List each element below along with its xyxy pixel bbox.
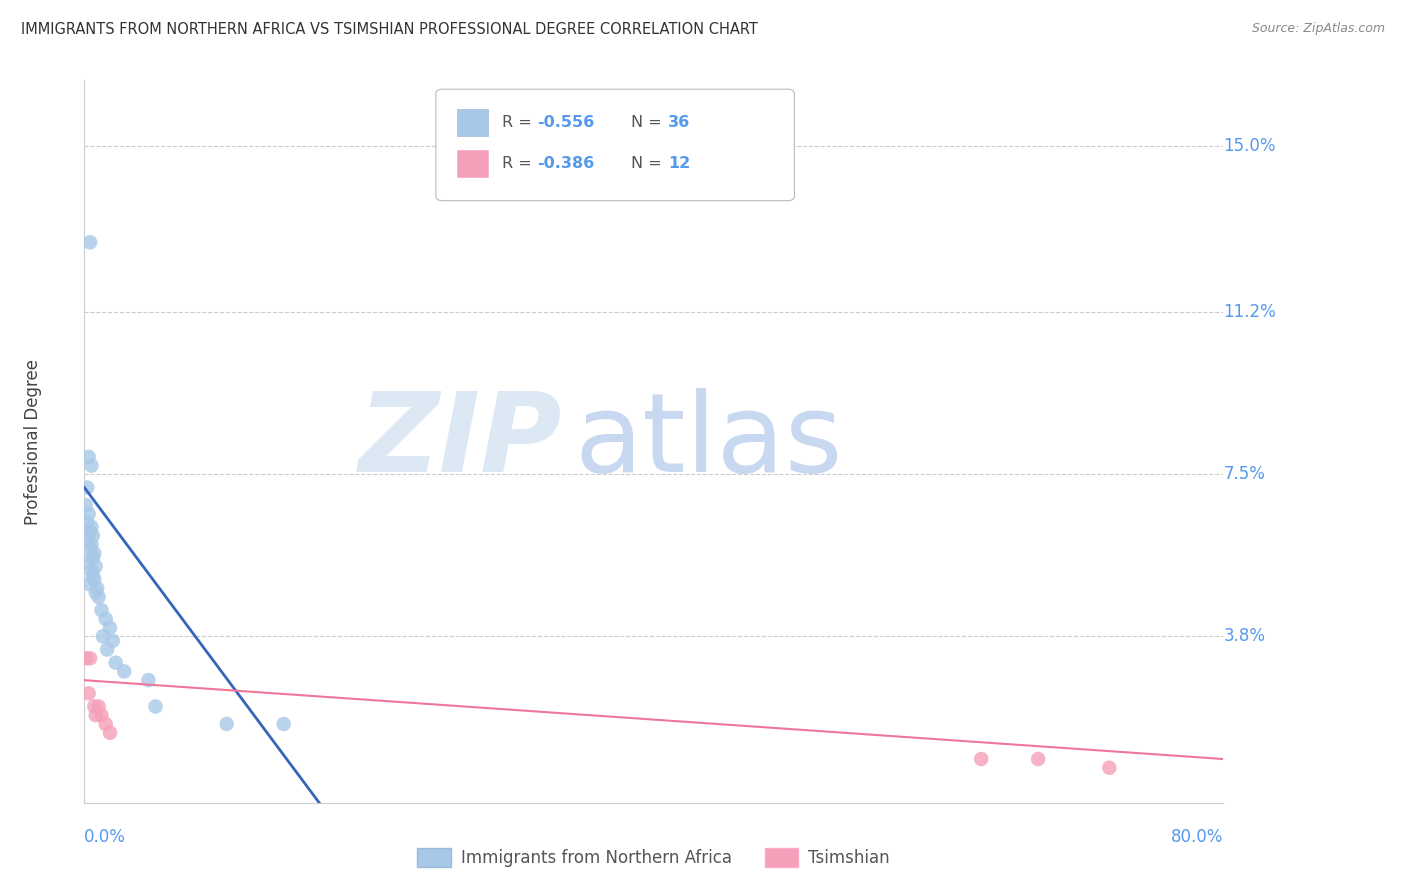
Point — [91, 629, 114, 643]
Text: 80.0%: 80.0% — [1171, 828, 1223, 846]
Point — [98, 725, 121, 739]
Point — [83, 573, 105, 587]
Point — [90, 603, 112, 617]
Point — [76, 516, 98, 530]
Text: N =: N = — [631, 156, 668, 170]
Point — [75, 498, 97, 512]
Point — [83, 699, 105, 714]
Point — [138, 673, 160, 688]
Text: -0.386: -0.386 — [537, 156, 595, 170]
Text: 15.0%: 15.0% — [1223, 137, 1275, 155]
Point — [87, 590, 110, 604]
Text: IMMIGRANTS FROM NORTHERN AFRICA VS TSIMSHIAN PROFESSIONAL DEGREE CORRELATION CHA: IMMIGRANTS FROM NORTHERN AFRICA VS TSIMS… — [21, 22, 758, 37]
Text: Source: ZipAtlas.com: Source: ZipAtlas.com — [1251, 22, 1385, 36]
Point — [79, 541, 101, 556]
Point — [145, 699, 167, 714]
Point — [94, 717, 117, 731]
Point — [77, 577, 100, 591]
Point — [76, 481, 98, 495]
Point — [80, 458, 103, 473]
Point — [98, 621, 121, 635]
Legend: Immigrants from Northern Africa, Tsimshian: Immigrants from Northern Africa, Tsimshi… — [411, 841, 897, 874]
Point — [970, 752, 993, 766]
Point — [77, 686, 100, 700]
Point — [83, 546, 105, 560]
Point — [104, 656, 127, 670]
Text: N =: N = — [631, 115, 668, 129]
Point — [87, 699, 110, 714]
Point — [80, 520, 103, 534]
Text: ZIP: ZIP — [359, 388, 562, 495]
Text: 12: 12 — [668, 156, 690, 170]
Text: 36: 36 — [668, 115, 690, 129]
Point — [75, 651, 97, 665]
Point — [84, 585, 107, 599]
Point — [101, 633, 124, 648]
Point — [80, 564, 103, 578]
Point — [273, 717, 295, 731]
Point — [79, 524, 101, 539]
Point — [82, 529, 104, 543]
Point — [86, 581, 108, 595]
Text: -0.556: -0.556 — [537, 115, 595, 129]
Text: R =: R = — [502, 115, 537, 129]
Point — [1026, 752, 1049, 766]
Point — [79, 235, 101, 250]
Point — [82, 568, 104, 582]
Point — [94, 612, 117, 626]
Text: atlas: atlas — [574, 388, 842, 495]
Point — [80, 537, 103, 551]
Point — [76, 555, 98, 569]
Text: 7.5%: 7.5% — [1223, 466, 1265, 483]
Point — [84, 708, 107, 723]
Text: R =: R = — [502, 156, 537, 170]
Point — [79, 651, 101, 665]
Text: Professional Degree: Professional Degree — [24, 359, 42, 524]
Point — [90, 708, 112, 723]
Point — [77, 533, 100, 547]
Text: 0.0%: 0.0% — [84, 828, 127, 846]
Point — [77, 507, 100, 521]
Point — [1098, 761, 1121, 775]
Point — [82, 550, 104, 565]
Point — [215, 717, 238, 731]
Point — [77, 450, 100, 464]
Text: 3.8%: 3.8% — [1223, 627, 1265, 646]
Text: 11.2%: 11.2% — [1223, 303, 1277, 321]
Point — [96, 642, 118, 657]
Point — [112, 665, 135, 679]
Point — [84, 559, 107, 574]
